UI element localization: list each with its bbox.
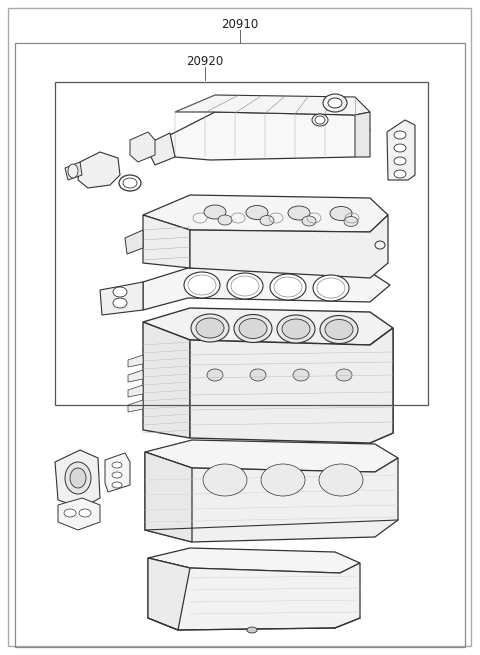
Ellipse shape xyxy=(70,468,86,488)
Polygon shape xyxy=(78,152,120,188)
Polygon shape xyxy=(145,440,398,472)
Ellipse shape xyxy=(227,273,263,299)
Ellipse shape xyxy=(239,318,267,339)
Ellipse shape xyxy=(246,206,268,219)
Polygon shape xyxy=(128,370,143,382)
Polygon shape xyxy=(190,215,388,278)
Text: 20910: 20910 xyxy=(221,18,259,31)
Polygon shape xyxy=(148,558,360,630)
Ellipse shape xyxy=(282,319,310,339)
Polygon shape xyxy=(143,308,393,345)
Text: 20920: 20920 xyxy=(186,55,224,68)
Ellipse shape xyxy=(64,509,76,517)
Ellipse shape xyxy=(277,315,315,343)
Polygon shape xyxy=(143,322,190,438)
Ellipse shape xyxy=(112,462,122,468)
Ellipse shape xyxy=(207,369,223,381)
Polygon shape xyxy=(128,355,143,367)
Polygon shape xyxy=(387,120,415,180)
Polygon shape xyxy=(148,548,360,573)
Ellipse shape xyxy=(344,217,358,227)
Ellipse shape xyxy=(196,318,224,338)
Ellipse shape xyxy=(323,94,347,112)
Ellipse shape xyxy=(184,272,220,298)
Ellipse shape xyxy=(330,206,352,221)
Polygon shape xyxy=(370,328,393,443)
Ellipse shape xyxy=(68,164,78,178)
Polygon shape xyxy=(170,112,370,160)
Ellipse shape xyxy=(270,274,306,300)
Ellipse shape xyxy=(394,157,406,165)
Ellipse shape xyxy=(261,464,305,496)
Polygon shape xyxy=(143,268,390,310)
Ellipse shape xyxy=(203,464,247,496)
Ellipse shape xyxy=(293,369,309,381)
Ellipse shape xyxy=(204,205,226,219)
Ellipse shape xyxy=(112,472,122,478)
Polygon shape xyxy=(175,95,370,115)
Polygon shape xyxy=(55,450,100,508)
Polygon shape xyxy=(190,328,393,443)
Ellipse shape xyxy=(325,320,353,339)
Polygon shape xyxy=(145,452,398,542)
Polygon shape xyxy=(128,400,143,412)
Ellipse shape xyxy=(315,116,325,124)
Ellipse shape xyxy=(191,314,229,342)
Polygon shape xyxy=(145,452,192,542)
Polygon shape xyxy=(148,558,190,630)
Ellipse shape xyxy=(113,287,127,297)
Polygon shape xyxy=(128,385,143,397)
Ellipse shape xyxy=(336,369,352,381)
Polygon shape xyxy=(58,498,100,530)
Polygon shape xyxy=(143,195,388,232)
Polygon shape xyxy=(105,453,130,492)
Polygon shape xyxy=(143,215,190,268)
Ellipse shape xyxy=(123,178,137,188)
Ellipse shape xyxy=(319,464,363,496)
Polygon shape xyxy=(100,282,143,315)
Ellipse shape xyxy=(250,369,266,381)
Polygon shape xyxy=(355,112,370,157)
Ellipse shape xyxy=(328,98,342,108)
Bar xyxy=(55,82,428,405)
Ellipse shape xyxy=(113,298,127,308)
Ellipse shape xyxy=(79,509,91,517)
Ellipse shape xyxy=(288,206,310,220)
Ellipse shape xyxy=(302,216,316,226)
Ellipse shape xyxy=(234,314,272,343)
Polygon shape xyxy=(125,230,143,254)
Ellipse shape xyxy=(313,275,349,301)
Ellipse shape xyxy=(65,462,91,494)
Polygon shape xyxy=(130,132,155,162)
Ellipse shape xyxy=(312,114,328,126)
Ellipse shape xyxy=(320,316,358,343)
Polygon shape xyxy=(145,133,175,165)
Ellipse shape xyxy=(394,144,406,152)
Ellipse shape xyxy=(218,215,232,225)
Ellipse shape xyxy=(112,482,122,488)
Polygon shape xyxy=(65,162,82,180)
Ellipse shape xyxy=(394,131,406,139)
Ellipse shape xyxy=(260,215,274,225)
Ellipse shape xyxy=(394,170,406,178)
Ellipse shape xyxy=(247,627,257,633)
